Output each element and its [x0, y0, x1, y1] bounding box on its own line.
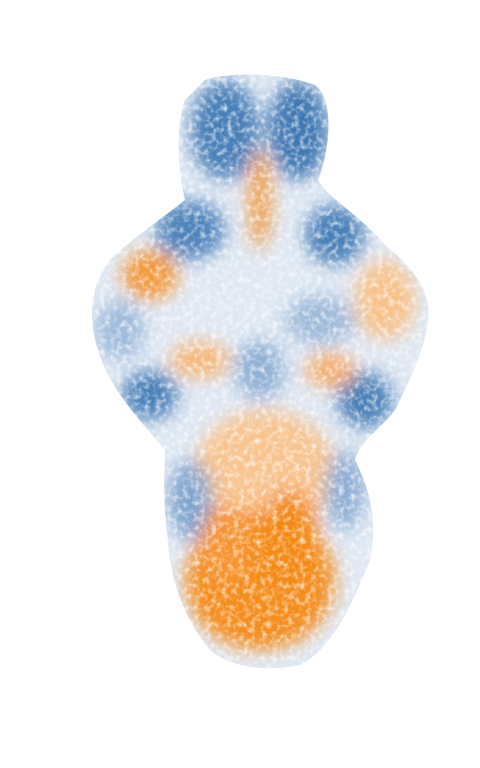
brain-tissue — [92, 74, 429, 669]
speckle — [92, 74, 429, 669]
